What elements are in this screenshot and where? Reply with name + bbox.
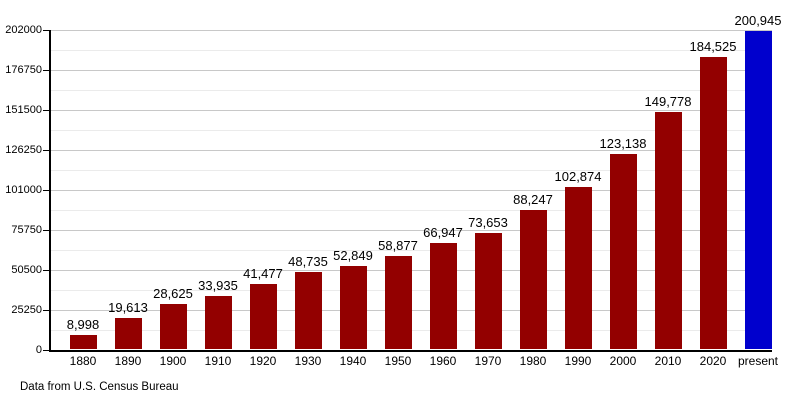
bar-value-label: 88,247: [513, 191, 553, 207]
bar-value-label: 8,998: [66, 317, 100, 333]
y-axis-tick: [43, 109, 49, 111]
bar-1890: [114, 318, 142, 350]
bar-value-label: 41,477: [243, 265, 283, 281]
bar-value-label: 66,947: [423, 225, 463, 241]
gridline-minor: [49, 49, 772, 51]
gridline-minor: [49, 169, 772, 171]
x-axis-label: 1890: [114, 353, 142, 368]
gridline-major: [49, 29, 772, 31]
source-note: Data from U.S. Census Bureau: [20, 381, 179, 393]
y-axis-tick: [43, 349, 49, 351]
x-axis-label: present: [737, 353, 779, 368]
gridline-minor: [49, 129, 772, 131]
bar-1880: [69, 335, 97, 350]
bar-value-label: 149,778: [644, 94, 692, 110]
gridline-major: [49, 189, 772, 191]
bar-value-label: 33,935: [198, 277, 238, 293]
bar-value-label: 184,525: [689, 39, 737, 55]
y-axis-label: 50500: [11, 263, 42, 276]
x-axis-line: [49, 349, 772, 352]
x-axis-label: 1900: [159, 353, 187, 368]
bar-2000: [609, 154, 637, 350]
bar-present: [744, 31, 772, 350]
x-axis-label: 1970: [474, 353, 502, 368]
gridline-major: [49, 149, 772, 151]
x-axis-label: 1930: [294, 353, 322, 368]
bar-1940: [339, 265, 367, 350]
y-axis-tick: [43, 189, 49, 191]
bar-2010: [654, 112, 682, 350]
y-axis-label: 101000: [5, 183, 42, 196]
x-axis-label: 2000: [609, 353, 637, 368]
gridline-major: [49, 229, 772, 231]
bar-value-label: 58,877: [378, 238, 418, 254]
x-axis-label: 2020: [699, 353, 727, 368]
gridline-major: [49, 69, 772, 71]
x-axis-label: 1940: [339, 353, 367, 368]
x-axis-label: 2010: [654, 353, 682, 368]
bar-value-label: 48,735: [288, 254, 328, 270]
bar-value-label: 200,945: [734, 13, 782, 29]
x-axis-label: 1960: [429, 353, 457, 368]
x-axis-label: 1880: [69, 353, 97, 368]
gridline-minor: [49, 209, 772, 211]
y-axis-label: 126250: [5, 143, 42, 156]
y-axis-tick: [43, 229, 49, 231]
y-axis-tick: [43, 269, 49, 271]
y-axis-label: 25250: [11, 303, 42, 316]
x-axis-label: 1920: [249, 353, 277, 368]
y-axis-tick: [43, 69, 49, 71]
bar-1980: [519, 209, 547, 350]
bar-1930: [294, 272, 322, 350]
bar-value-label: 123,138: [599, 136, 647, 152]
bar-1970: [474, 232, 502, 350]
y-axis-line: [49, 29, 51, 352]
y-axis-tick: [43, 29, 49, 31]
bar-1910: [204, 295, 232, 350]
bar-1920: [249, 283, 277, 350]
y-axis-tick: [43, 309, 49, 311]
y-axis-label: 176750: [5, 63, 42, 76]
bar-1990: [564, 186, 592, 350]
gridline-major: [49, 109, 772, 111]
x-axis-label: 1910: [204, 353, 232, 368]
bar-2020: [699, 57, 727, 350]
bar-1960: [429, 243, 457, 350]
bar-value-label: 73,653: [468, 214, 508, 230]
gridline-minor: [49, 89, 772, 91]
bar-value-label: 19,613: [108, 300, 148, 316]
bar-1900: [159, 304, 187, 350]
bar-1950: [384, 256, 412, 350]
gridline-minor: [49, 249, 772, 251]
y-axis-label: 0: [35, 343, 42, 356]
bar-value-label: 28,625: [153, 286, 193, 302]
y-axis-label: 75750: [11, 223, 42, 236]
y-axis-tick: [43, 149, 49, 151]
bar-value-label: 52,849: [333, 247, 373, 263]
x-axis-label: 1990: [564, 353, 592, 368]
bar-value-label: 102,874: [554, 168, 602, 184]
x-axis-label: 1950: [384, 353, 412, 368]
x-axis-label: 1980: [519, 353, 547, 368]
y-axis-label: 202000: [5, 23, 42, 36]
y-axis-label: 151500: [5, 103, 42, 116]
